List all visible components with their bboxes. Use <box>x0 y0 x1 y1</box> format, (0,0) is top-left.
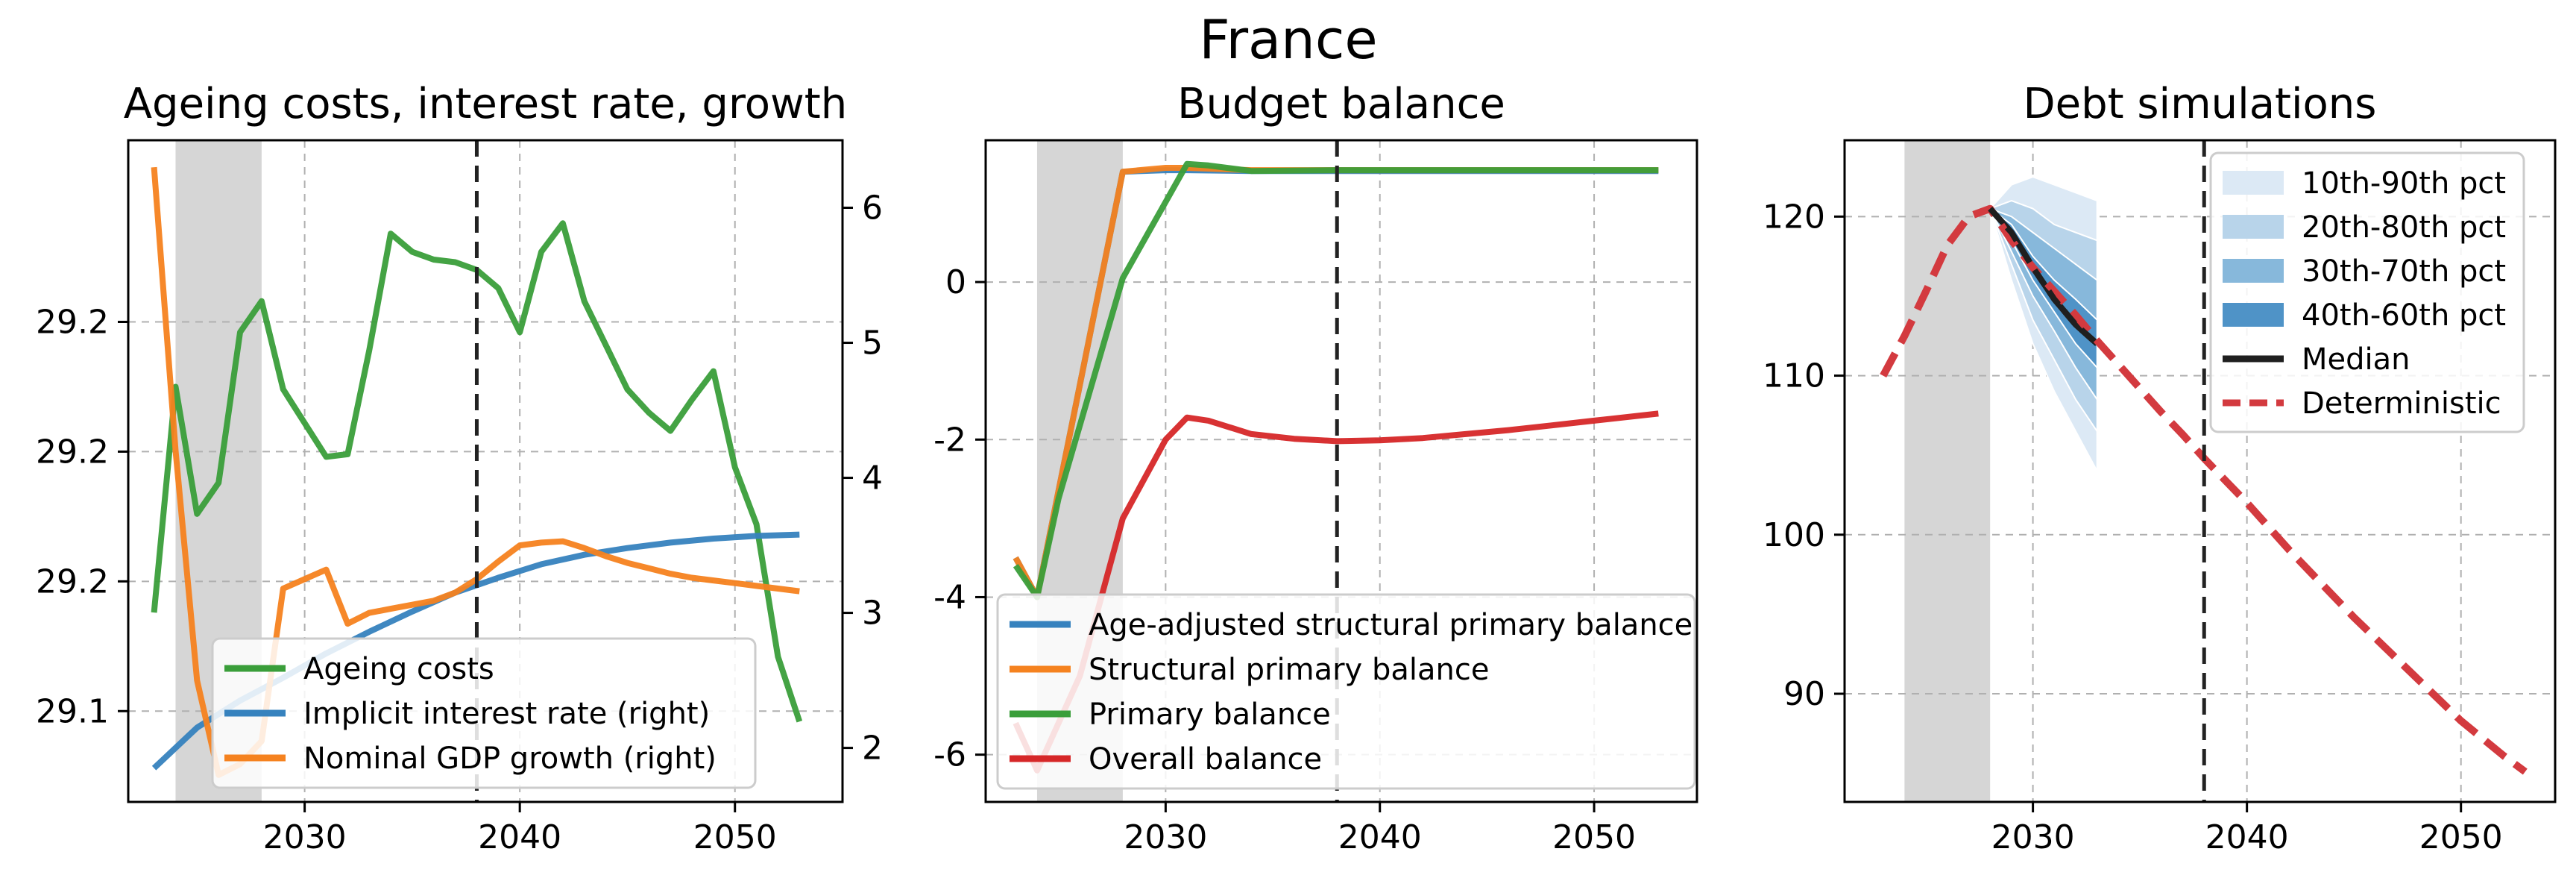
y-tick-label: 90 <box>1783 675 1825 713</box>
plot-frame <box>1843 139 2557 803</box>
legend-label: 10th-90th pct <box>2302 166 2506 201</box>
y-tick-label: 110 <box>1763 357 1825 395</box>
series-line <box>1013 410 1659 774</box>
y-tick-label: 29.2 <box>36 433 109 471</box>
panel-title: Budget balance <box>1177 80 1505 128</box>
y-tick-label: 29.2 <box>36 562 109 601</box>
y-tick-label: 100 <box>1763 516 1825 554</box>
y-right-tick-label: 5 <box>862 325 883 363</box>
legend-swatch <box>2223 303 2284 327</box>
legend-swatch <box>2223 259 2284 283</box>
y-right-tick-label: 6 <box>862 189 883 228</box>
legend-label: Overall balance <box>1089 742 1322 777</box>
shaded-region <box>1904 140 1991 802</box>
figure-title: France <box>1199 8 1377 71</box>
legend-swatch <box>2223 215 2284 239</box>
y-right-tick-label: 3 <box>862 595 883 633</box>
panel-title: Debt simulations <box>2024 80 2377 128</box>
legend-label: 40th-60th pct <box>2302 298 2506 333</box>
y-right-tick-label: 2 <box>862 730 883 768</box>
y-tick-label: -4 <box>933 578 966 616</box>
x-tick-label: 2030 <box>1991 818 2075 856</box>
legend-label: Primary balance <box>1089 697 1331 732</box>
y-tick-label: -6 <box>933 736 966 774</box>
panels: Ageing costs, interest rate, growth 2030 2… <box>36 80 2557 856</box>
panel-2: Budget balance 2030 2040 2050 0 -2 -4 -6 Age-adj… <box>933 80 1698 856</box>
y-tick-label: 29.2 <box>36 303 109 341</box>
legend-label: 30th-70th pct <box>2302 254 2506 289</box>
x-tick-label: 2050 <box>693 818 777 856</box>
y-tick-label: -2 <box>933 421 966 459</box>
x-tick-label: 2050 <box>1552 818 1636 856</box>
x-tick-label: 2040 <box>1338 818 1422 856</box>
legend-box <box>211 637 757 789</box>
x-tick-label: 2030 <box>1124 818 1207 856</box>
legend-label: Structural primary balance <box>1089 653 1489 687</box>
legend-label: Median <box>2302 342 2410 377</box>
legend-box <box>2209 151 2525 433</box>
y-right-tick-label: 4 <box>862 460 883 498</box>
legend-label: Deterministic <box>2302 386 2501 421</box>
x-tick-label: 2050 <box>2419 818 2503 856</box>
plot-frame <box>984 139 1698 803</box>
plot-area <box>1013 160 1659 774</box>
legend-label: Age-adjusted structural primary balance <box>1089 608 1692 642</box>
median-overlay-line <box>1988 207 2100 346</box>
legend-box <box>996 593 1696 790</box>
panel-1: Ageing costs, interest rate, growth 2030 2… <box>36 80 883 856</box>
y-tick-label: 29.1 <box>36 692 109 730</box>
y-tick-label: 0 <box>945 263 966 301</box>
panel-title: Ageing costs, interest rate, growth <box>124 80 848 128</box>
x-tick-label: 2030 <box>263 818 347 856</box>
x-tick-label: 2040 <box>2205 818 2289 856</box>
legend-swatch <box>2223 171 2284 195</box>
plot-frame <box>127 139 844 803</box>
y-tick-label: 120 <box>1763 198 1825 236</box>
series-line <box>1013 160 1659 601</box>
legend-label: 20th-80th pct <box>2302 210 2506 245</box>
legend-label: Implicit interest rate (right) <box>303 697 710 731</box>
legend-label: Ageing costs <box>303 652 494 686</box>
panel-3: Debt simulations 2030 2040 2050 90 100 110 120 1… <box>1763 80 2557 856</box>
legend-label: Nominal GDP growth (right) <box>303 742 717 776</box>
x-tick-label: 2040 <box>478 818 561 856</box>
